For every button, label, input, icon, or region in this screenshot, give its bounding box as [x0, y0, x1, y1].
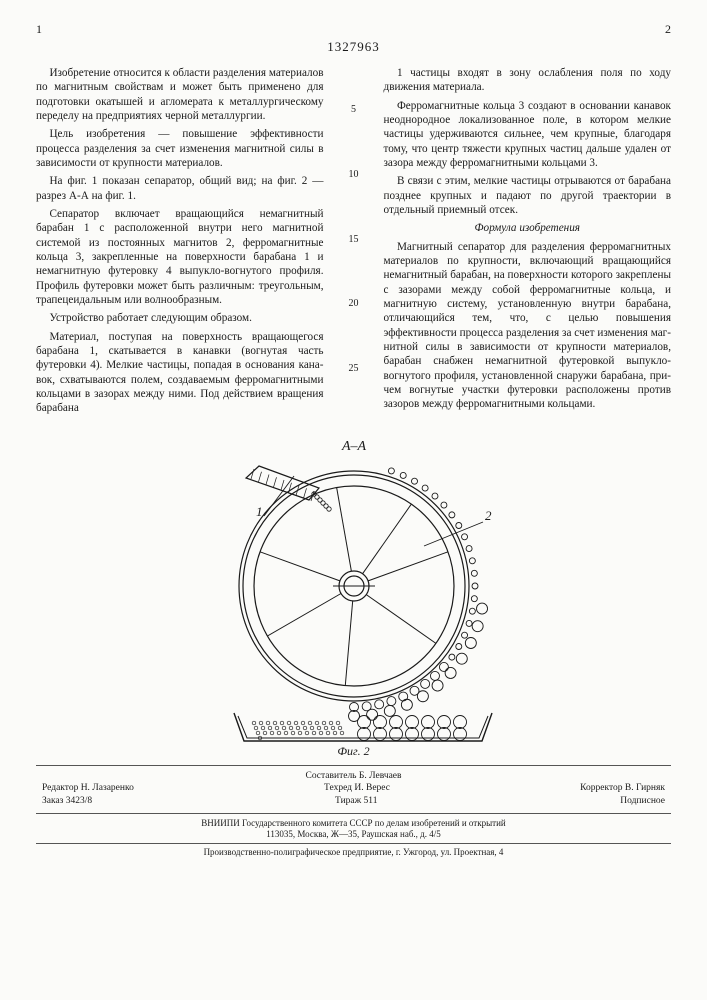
imprint-l1: ВНИИПИ Государственного комитета СССР по…: [36, 818, 671, 829]
separator-rule-2: [36, 813, 671, 814]
credits-row-1: Составитель Б. Левчаев: [36, 770, 671, 782]
page-numbers-row: 1 2: [36, 22, 671, 37]
svg-text:А–А: А–А: [340, 439, 366, 454]
separator-rule: [36, 765, 671, 766]
separator-rule-3: [36, 843, 671, 844]
left-p6: Материал, поступая на поверхность вращаю…: [36, 330, 324, 416]
left-p4: Сепаратор включает вращающийся не­магнит…: [36, 207, 324, 307]
imprint-l2: 113035, Москва, Ж—35, Раушская наб., д. …: [36, 829, 671, 840]
imprint-l3: Производственно-полиграфическое предприя…: [36, 847, 671, 858]
lineno: 10: [346, 169, 362, 182]
credits-editor2: Редактор Н. Лазаренко: [42, 782, 134, 794]
credits-compiler: Составитель Б. Левчаев: [305, 770, 401, 782]
lineno: 15: [346, 234, 362, 247]
imprint: ВНИИПИ Государственного комитета СССР по…: [36, 818, 671, 859]
svg-text:2: 2: [485, 508, 492, 523]
text-columns: Изобретение относится к области разде­ле…: [36, 66, 671, 428]
credits-order: Заказ 3423/8: [42, 795, 92, 807]
page-number-left: 1: [36, 22, 42, 37]
svg-text:1: 1: [256, 504, 263, 519]
credits-podp: Подписное: [620, 795, 665, 807]
right-p3: В связи с этим, мелкие частицы отры­вают…: [384, 174, 672, 217]
left-p5: Устройство работает следующим обра­зом.: [36, 311, 324, 325]
right-p2: Ферромагнитные кольца 3 создают в ос­нов…: [384, 99, 672, 171]
patent-page: 1 2 1327963 Изобретение относится к обла…: [0, 0, 707, 1000]
left-p1: Изобретение относится к области разде­ле…: [36, 66, 324, 123]
page-number-right: 2: [665, 22, 671, 37]
left-p3: На фиг. 1 показан сепаратор, общий вид; …: [36, 174, 324, 203]
credits-row-2: Редактор Н. Лазаренко Техред И. Верес Ко…: [36, 782, 671, 794]
lineno: 25: [346, 363, 362, 376]
right-p4: Магнитный сепаратор для разделения ферро…: [384, 240, 672, 412]
figure-2: А–А 1 2 Фиг. 2: [36, 436, 671, 759]
right-p1: 1 частицы входят в зону ослабления поля …: [384, 66, 672, 95]
formula-heading: Формула изобретения: [384, 221, 672, 235]
credits-tech: Техред И. Верес: [324, 782, 390, 794]
patent-number: 1327963: [36, 39, 671, 56]
credits-tirazh: Тираж 511: [335, 795, 377, 807]
credits-corr: Корректор В. Гирняк: [580, 782, 665, 794]
credits-row-3: Заказ 3423/8 Тираж 511 Подписное: [36, 795, 671, 807]
lineno: 20: [346, 298, 362, 311]
line-number-gutter: 5 10 15 20 25: [346, 66, 362, 428]
figure-caption: Фиг. 2: [36, 744, 671, 759]
left-p2: Цель изобретения — повышение эффек­тивно…: [36, 127, 324, 170]
lineno: 5: [346, 104, 362, 117]
left-column: Изобретение относится к области разде­ле…: [36, 66, 324, 428]
right-column: 1 частицы входят в зону ослабления поля …: [384, 66, 672, 428]
figure-svg: А–А 1 2: [184, 436, 524, 746]
